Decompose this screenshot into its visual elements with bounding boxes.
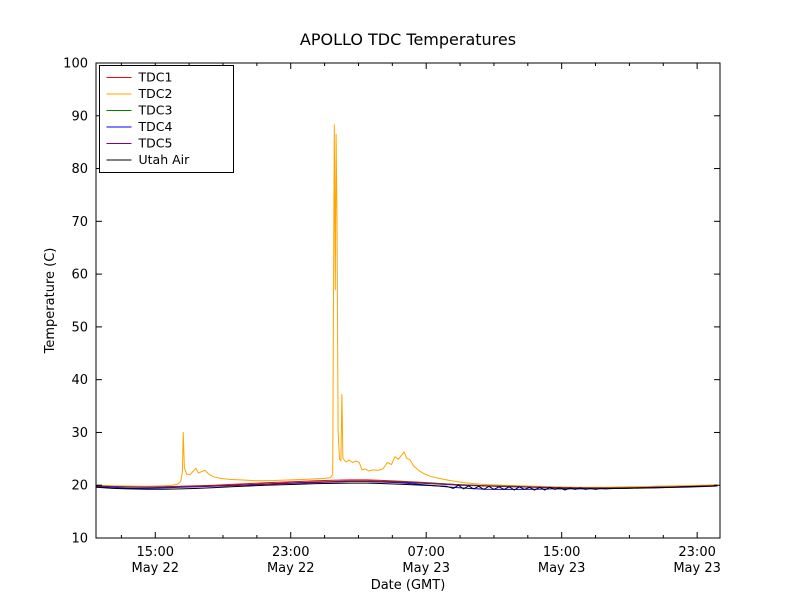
legend-label: TDC3 <box>138 103 173 118</box>
plot-border <box>95 62 721 539</box>
x-tick-time-label: 15:00 <box>137 545 174 560</box>
y-tick-label: 60 <box>71 268 88 283</box>
y-tick-label: 70 <box>71 215 88 230</box>
y-tick-label: 40 <box>71 373 88 388</box>
x-tick-time-label: 15:00 <box>543 545 580 560</box>
y-tick-label: 30 <box>71 426 88 441</box>
x-tick-date-label: May 22 <box>267 561 315 576</box>
x-tick-time-label: 23:00 <box>678 545 715 560</box>
chart-title: APOLLO TDC Temperatures <box>300 30 516 49</box>
x-tick-time-label: 07:00 <box>407 545 444 560</box>
y-axis-label: Temperature (C) <box>43 248 58 355</box>
x-tick-date-label: May 23 <box>673 561 721 576</box>
legend-label: Utah Air <box>139 152 191 167</box>
x-tick-date-label: May 23 <box>402 561 450 576</box>
legend-label: TDC4 <box>138 119 173 134</box>
x-tick-date-label: May 23 <box>538 561 586 576</box>
series-line-tdc2 <box>96 124 718 488</box>
y-tick-label: 80 <box>71 162 88 177</box>
y-tick-label: 100 <box>63 57 88 72</box>
y-tick-label: 50 <box>71 320 88 335</box>
series-group <box>96 124 718 491</box>
y-tick-label: 10 <box>71 532 88 547</box>
legend-label: TDC1 <box>138 70 173 85</box>
y-tick-label: 90 <box>71 109 88 124</box>
series-line-utah-air <box>96 482 718 491</box>
legend-label: TDC5 <box>138 136 173 151</box>
legend-frame <box>99 65 234 173</box>
x-tick-date-label: May 22 <box>131 561 179 576</box>
x-axis-label: Date (GMT) <box>371 578 446 593</box>
y-tick-label: 20 <box>71 479 88 494</box>
x-tick-time-label: 23:00 <box>272 545 309 560</box>
legend-label: TDC2 <box>138 86 173 101</box>
